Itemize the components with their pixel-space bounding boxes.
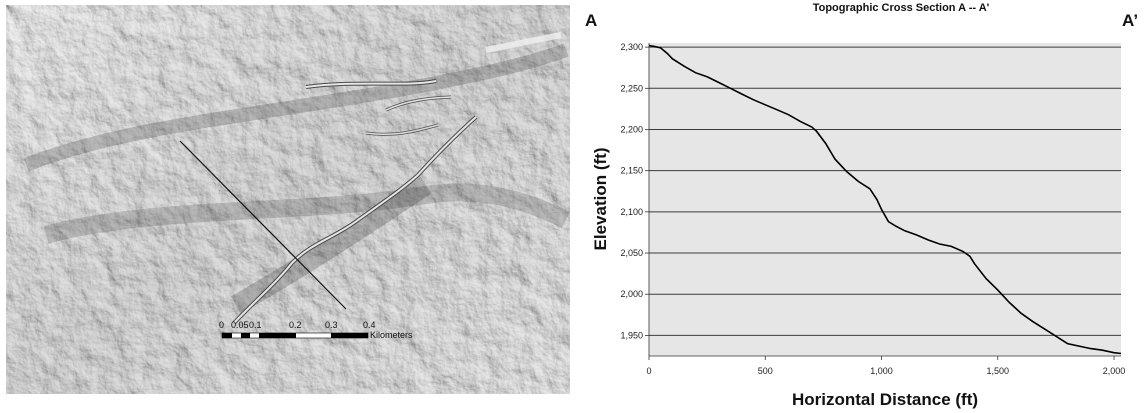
y-tick-label: 2,000 xyxy=(620,289,643,299)
scale-bar: 0 0.05 0.1 0.2 0.3 0.4 Kilometers xyxy=(219,320,413,340)
hillshade-image: 0 0.05 0.1 0.2 0.3 0.4 Kilometers xyxy=(6,5,570,394)
y-tick-label: 2,300 xyxy=(620,42,643,52)
cross-section-chart: Topographic Cross Section A -- A' A A’ 1… xyxy=(575,0,1146,413)
x-tick-label: 1,000 xyxy=(870,366,893,376)
scale-tick-label: 0.4 xyxy=(363,320,376,330)
hillshade-map: 0 0.05 0.1 0.2 0.3 0.4 Kilometers xyxy=(6,5,570,394)
end-point-label: A’ xyxy=(1122,11,1138,30)
x-tick-label: 0 xyxy=(646,366,651,376)
x-tick-label: 2,000 xyxy=(1103,366,1126,376)
plot-area xyxy=(649,43,1121,356)
gridlines xyxy=(649,46,1121,336)
start-point-label: A xyxy=(585,11,597,30)
y-tick-label: 2,200 xyxy=(620,124,643,134)
cross-section-line xyxy=(179,140,347,310)
y-axis-title: Elevation (ft) xyxy=(591,148,610,251)
scale-tick-label: 0.3 xyxy=(325,320,338,330)
y-axis-ticks: 1,950 2,000 2,050 2,100 2,150 2,200 2,250 2,300 xyxy=(620,42,649,340)
scale-tick-label: 0.05 xyxy=(231,320,249,330)
chart-title: Topographic Cross Section A -- A' xyxy=(813,2,990,14)
y-tick-label: 2,250 xyxy=(620,83,643,93)
scale-unit-label: Kilometers xyxy=(370,330,413,340)
scale-tick-label: 0.2 xyxy=(289,320,302,330)
elevation-profile-line xyxy=(648,44,1122,355)
x-tick-label: 1,500 xyxy=(987,366,1010,376)
scale-tick-label: 0.1 xyxy=(249,320,262,330)
chart-svg: Topographic Cross Section A -- A' A A’ 1… xyxy=(585,2,1138,409)
x-axis-ticks: 0 500 1,000 1,500 2,000 xyxy=(646,356,1125,376)
y-tick-label: 2,050 xyxy=(620,248,643,258)
y-tick-label: 1,950 xyxy=(620,330,643,340)
scale-tick-label: 0 xyxy=(219,320,224,330)
x-tick-label: 500 xyxy=(758,366,773,376)
x-axis-title: Horizontal Distance (ft) xyxy=(792,390,978,409)
stream-channel xyxy=(232,32,562,325)
y-tick-label: 2,100 xyxy=(620,207,643,217)
y-tick-label: 2,150 xyxy=(620,166,643,176)
